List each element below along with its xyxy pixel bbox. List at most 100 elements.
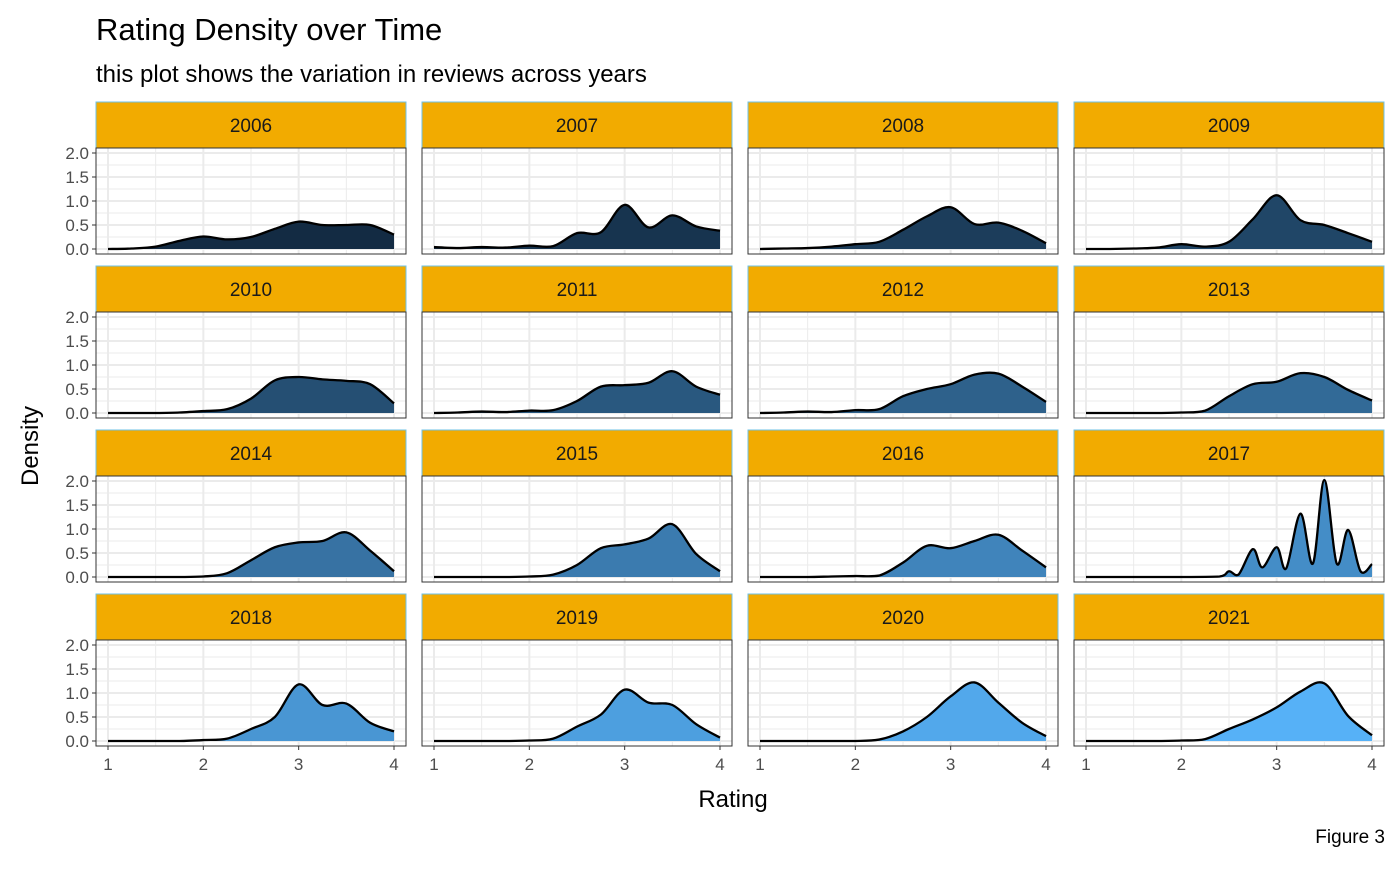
y-tick-label: 0.5 xyxy=(65,216,89,235)
x-tick-label: 3 xyxy=(1272,755,1281,774)
facet-strip-label: 2013 xyxy=(1208,280,1250,301)
facet-2021: 2021 1 2 3 4 xyxy=(1073,593,1385,774)
facet-strip xyxy=(1073,101,1385,149)
facet-strip-label: 2015 xyxy=(556,444,598,465)
facet-strip-label: 2009 xyxy=(1208,116,1250,137)
facet-strip xyxy=(1073,593,1385,641)
facet-strip-label: 2010 xyxy=(230,280,272,301)
y-tick-label: 0.0 xyxy=(65,568,89,587)
panel-border xyxy=(421,475,733,583)
density-line xyxy=(107,375,395,415)
panel-border xyxy=(747,147,1059,255)
y-tick-label: 1.0 xyxy=(65,356,89,375)
density-area xyxy=(760,682,1046,741)
y-tick-label: 1.0 xyxy=(65,684,89,703)
facet-strip-label: 2019 xyxy=(556,608,598,629)
facet-strip-label: 2021 xyxy=(1208,608,1250,629)
y-tick-label: 1.0 xyxy=(65,520,89,539)
density-line xyxy=(760,533,1047,579)
density-line xyxy=(1085,371,1373,415)
density-line xyxy=(107,220,395,251)
y-tick-label: 1.5 xyxy=(65,496,89,515)
density-line xyxy=(759,205,1047,251)
facet-strip-label: 2006 xyxy=(230,116,272,137)
facet-strip xyxy=(421,265,733,313)
panel-border xyxy=(421,147,733,255)
x-tick-label: 2 xyxy=(851,755,860,774)
density-line xyxy=(1086,194,1373,251)
facet-strip-label: 2008 xyxy=(882,116,924,137)
figure-caption: Figure 3 xyxy=(1315,827,1385,848)
facet-2016: 2016 xyxy=(747,429,1059,583)
panel-border xyxy=(1073,639,1385,747)
y-tick-label: 1.0 xyxy=(65,192,89,211)
density-line xyxy=(108,531,395,579)
density-line xyxy=(434,522,721,579)
panel-border xyxy=(1073,147,1385,255)
facet-strip xyxy=(747,429,1059,477)
density-area xyxy=(434,689,720,741)
facet-2010: 2010 0.0 0.5 1.0 1.5 2.0 xyxy=(65,265,407,423)
facet-2018: 2018 0.0 0.5 1.0 1.5 2.0 1 2 3 4 xyxy=(65,593,407,774)
y-tick-label: 0.0 xyxy=(65,404,89,423)
y-tick-label: 1.5 xyxy=(65,168,89,187)
facet-strip xyxy=(421,593,733,641)
facet-strip-label: 2012 xyxy=(882,280,924,301)
density-line xyxy=(108,683,395,743)
x-tick-label: 4 xyxy=(1367,755,1376,774)
x-tick-label: 2 xyxy=(525,755,534,774)
x-tick-label: 1 xyxy=(1081,755,1090,774)
density-area xyxy=(760,534,1046,577)
facet-2019: 2019 1 2 3 4 xyxy=(421,593,733,774)
facet-strip-label: 2007 xyxy=(556,116,598,137)
facet-2013: 2013 xyxy=(1073,265,1385,419)
x-tick-label: 1 xyxy=(755,755,764,774)
y-tick-label: 0.5 xyxy=(65,708,89,727)
y-axis-title: Density xyxy=(17,406,44,486)
density-area xyxy=(108,376,394,413)
x-tick-label: 3 xyxy=(946,755,955,774)
x-tick-label: 3 xyxy=(620,755,629,774)
density-line xyxy=(434,688,721,743)
facet-strip xyxy=(95,429,407,477)
density-line xyxy=(760,681,1047,743)
x-tick-label: 1 xyxy=(103,755,112,774)
facet-strip xyxy=(747,593,1059,641)
density-area xyxy=(1086,480,1372,577)
density-area xyxy=(108,221,394,249)
facet-strip-label: 2018 xyxy=(230,608,272,629)
facet-2008: 2008 xyxy=(747,101,1059,255)
facet-strip-label: 2014 xyxy=(230,444,273,465)
facet-strip xyxy=(421,429,733,477)
facet-2015: 2015 xyxy=(421,429,733,583)
y-tick-label: 0.0 xyxy=(65,240,89,259)
facet-strip xyxy=(421,101,733,149)
facet-strip-label: 2017 xyxy=(1208,444,1250,465)
panel-border xyxy=(747,311,1059,419)
x-tick-label: 4 xyxy=(389,755,398,774)
density-area xyxy=(1086,682,1372,741)
panel-border xyxy=(421,311,733,419)
facet-strip-label: 2016 xyxy=(882,444,924,465)
facet-strip xyxy=(95,101,407,149)
x-tick-label: 4 xyxy=(715,755,724,774)
facet-2014: 2014 0.0 0.5 1.0 1.5 2.0 xyxy=(65,429,407,587)
y-tick-label: 0.5 xyxy=(65,544,89,563)
facet-strip xyxy=(747,265,1059,313)
chart-subtitle: this plot shows the variation in reviews… xyxy=(96,61,647,88)
facet-2012: 2012 xyxy=(747,265,1059,419)
density-area xyxy=(434,371,720,413)
density-area xyxy=(1086,195,1372,249)
density-area xyxy=(760,207,1046,249)
facet-strip-label: 2020 xyxy=(882,608,924,629)
y-tick-label: 2.0 xyxy=(65,144,89,163)
facet-2006: 2006 0.0 0.5 1.0 1.5 2.0 xyxy=(65,101,407,259)
panel-border xyxy=(1073,311,1385,419)
x-tick-label: 4 xyxy=(1041,755,1050,774)
y-tick-label: 0.5 xyxy=(65,380,89,399)
panel-border xyxy=(747,639,1059,747)
chart-title: Rating Density over Time xyxy=(96,12,442,47)
facet-2017: 2017 xyxy=(1073,429,1385,583)
